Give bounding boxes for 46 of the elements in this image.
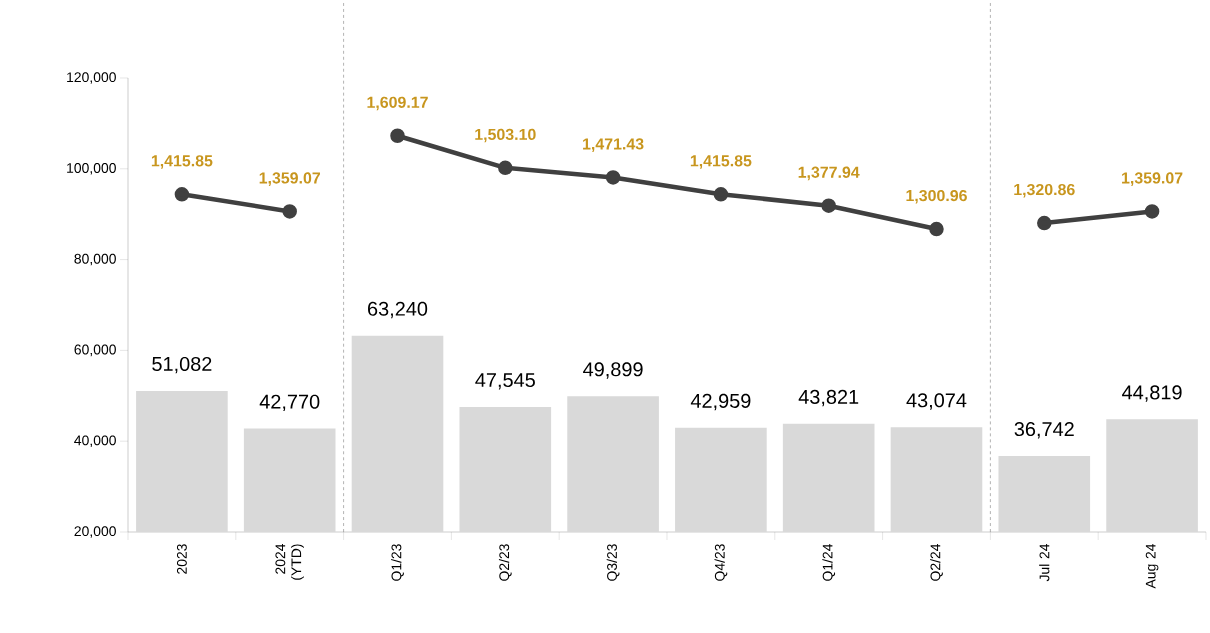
point (1144, 204, 1160, 219)
point (605, 170, 621, 185)
y-tick-label: 60,000 (74, 344, 116, 357)
x-tick-label: Q1/23 (391, 544, 404, 581)
x-tick-label: 2024 (YTD) (275, 543, 304, 580)
data-label: 1,471.43 (583, 138, 644, 152)
data-label: 1,415.85 (690, 155, 752, 169)
data-label: 1,503.10 (475, 128, 536, 143)
point (174, 187, 190, 202)
x-tick-label: Q2/24 (930, 543, 943, 581)
x-tick-label: Q2/23 (498, 544, 512, 581)
y-tick-label: 80,000 (74, 253, 116, 266)
data-label: 63,240 (368, 301, 428, 319)
data-label: 44,819 (1122, 385, 1182, 402)
data-label: 1,320.86 (1014, 183, 1075, 198)
data-label: 47,545 (475, 373, 535, 390)
y-tick-label: 120,000 (67, 72, 116, 84)
x-tick-label: Q3/23 (606, 544, 620, 581)
x-tick-label: Jul 24 (1039, 543, 1050, 582)
x-tick-label: 2023 (176, 544, 187, 574)
x-tick-label: Q4/23 (714, 544, 728, 581)
y-tick-label: 100,000 (67, 163, 116, 175)
data-label: 43,821 (798, 389, 859, 407)
x-tick-label: Q1/24 (822, 543, 836, 581)
data-label: 1,377.94 (798, 166, 860, 181)
data-label: 1,359.07 (1122, 172, 1183, 186)
y-tick-label: 20,000 (74, 526, 116, 538)
point (1037, 215, 1052, 231)
data-label: 42,770 (259, 394, 320, 412)
data-label: 49,899 (583, 362, 643, 379)
point (929, 221, 944, 237)
point (390, 128, 405, 143)
data-label: 36,742 (1014, 422, 1074, 439)
point (713, 187, 729, 202)
data-label: 1,359.07 (259, 172, 321, 186)
point (498, 160, 513, 176)
data-label: 1,300.96 (906, 189, 967, 204)
data-label: 1,609.17 (367, 96, 428, 111)
data-label: 51,082 (152, 356, 212, 374)
data-label: 43,074 (906, 393, 967, 410)
x-tick-label: Aug 24 (1145, 543, 1159, 589)
y-tick-label: 40,000 (74, 435, 116, 447)
point (282, 204, 297, 219)
data-label: 42,959 (690, 393, 751, 411)
point (821, 198, 836, 213)
data-label: 1,415.85 (151, 155, 213, 169)
